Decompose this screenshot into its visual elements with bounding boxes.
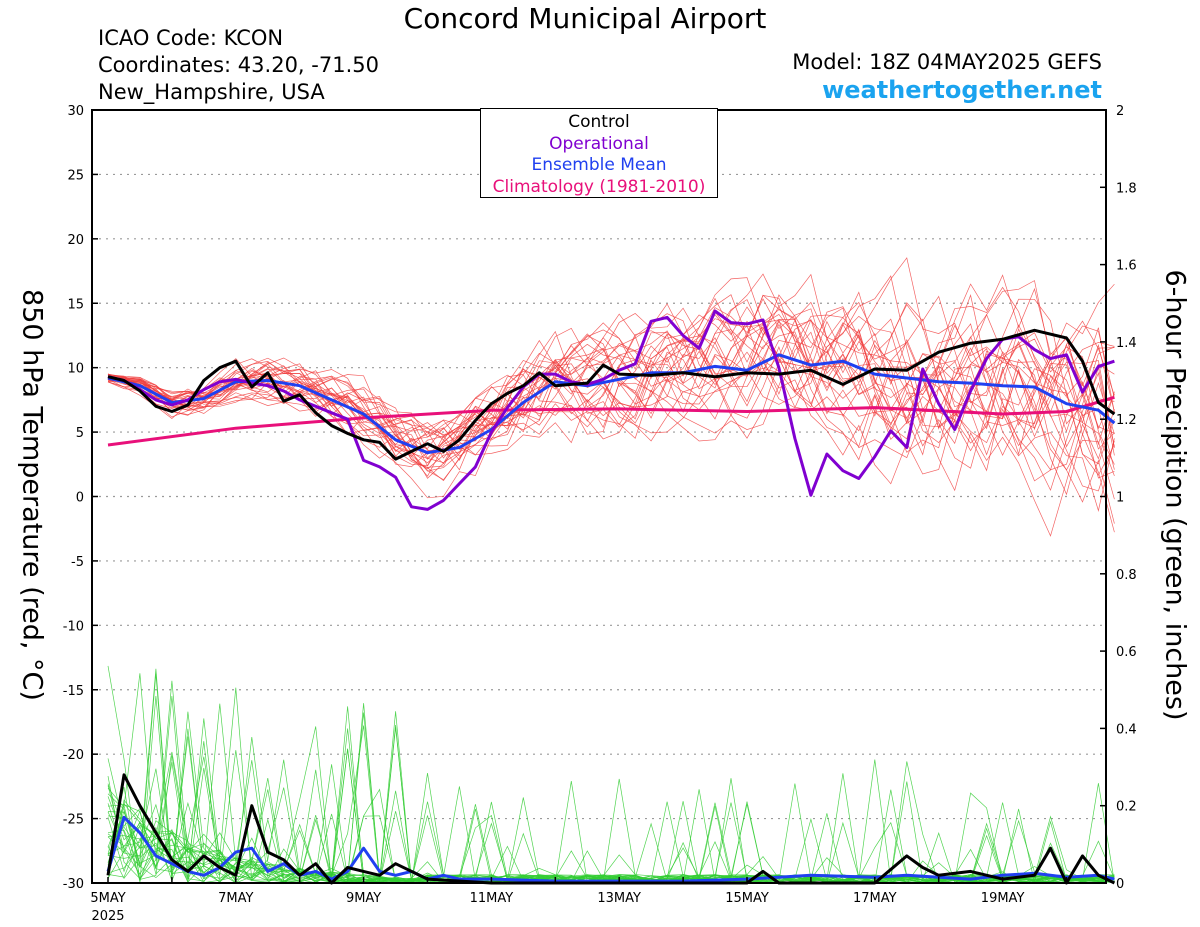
temperature-member-line <box>107 338 1115 477</box>
chart-title: Concord Municipal Airport <box>403 2 767 35</box>
precip-member-line <box>107 758 1115 884</box>
precip-member-line <box>107 673 1115 884</box>
legend-operational: Operational <box>549 133 649 154</box>
legend-control: Control <box>568 112 630 132</box>
legend-climatology: Climatology (1981-2010) <box>492 176 706 197</box>
left-tick-label: 15 <box>67 297 84 312</box>
temperature-ensemble-mean-line <box>107 353 1116 455</box>
site-link[interactable]: weathertogether.net <box>822 76 1102 104</box>
x-tick-label: 7MAY <box>218 891 253 906</box>
temperature-member-line <box>107 294 1115 482</box>
right-tick-label: 0.8 <box>1116 568 1137 583</box>
temperature-member-line <box>107 321 1115 459</box>
temperature-member-line <box>107 303 1115 471</box>
x-tick-label: 13MAY <box>597 891 641 906</box>
right-tick-label: 1.4 <box>1116 336 1137 351</box>
right-tick-label: 1.6 <box>1116 259 1137 274</box>
left-tick-label: -10 <box>63 619 84 634</box>
right-tick-label: 1.8 <box>1116 181 1137 196</box>
temperature-member-line <box>107 274 1115 466</box>
left-tick-label: 20 <box>67 233 84 248</box>
right-tick-label: 0.6 <box>1116 645 1137 660</box>
temperature-member-line <box>107 277 1115 468</box>
x-tick-label: 9MAY <box>346 891 381 906</box>
temperature-member-line <box>107 294 1115 499</box>
icao-code: ICAO Code: KCON <box>98 26 284 50</box>
left-tick-label: -15 <box>63 684 84 699</box>
precip-member-line <box>107 751 1115 884</box>
left-tick-label: 5 <box>76 426 84 441</box>
precip-member-line <box>107 711 1115 884</box>
temperature-climatology-1981-2010-line <box>107 395 1115 447</box>
left-tick-label: -25 <box>63 813 84 828</box>
right-tick-label: 2 <box>1116 104 1124 119</box>
x-tick-label: 17MAY <box>853 891 897 906</box>
precip-member-line <box>107 756 1115 884</box>
x-tick-label: 11MAY <box>470 891 514 906</box>
temperature-member-line <box>107 273 1115 512</box>
model-run: Model: 18Z 04MAY2025 GEFS <box>792 50 1102 74</box>
precip-member-line <box>107 673 1115 884</box>
precip-control-line <box>106 773 1116 885</box>
left-tick-label: 25 <box>67 168 84 183</box>
right-tick-label: 1 <box>1116 491 1124 506</box>
x-tick-label: 5MAY <box>90 891 125 906</box>
legend: Control Operational Ensemble Mean Climat… <box>480 108 718 198</box>
right-tick-label: 0.2 <box>1116 800 1137 815</box>
temperature-member-line <box>107 275 1115 455</box>
left-tick-label: 30 <box>67 104 84 119</box>
left-tick-label: -20 <box>63 748 84 763</box>
location: New_Hampshire, USA <box>98 80 325 104</box>
coordinates: Coordinates: 43.20, -71.50 <box>98 53 379 77</box>
left-tick-label: 10 <box>67 362 84 377</box>
precip-member-line <box>107 668 1115 884</box>
right-tick-label: 0 <box>1116 877 1124 892</box>
temperature-member-line <box>107 306 1115 463</box>
temperature-member-line <box>107 319 1115 482</box>
precip-member-line <box>107 695 1115 884</box>
legend-ensemble-mean: Ensemble Mean <box>531 155 667 175</box>
precip-member-line <box>107 665 1115 884</box>
temperature-member-line <box>107 340 1115 485</box>
right-tick-label: 0.4 <box>1116 722 1137 737</box>
x-tick-label: 19MAY <box>981 891 1025 906</box>
temperature-control-line <box>107 328 1116 461</box>
precip-member-line <box>107 718 1115 884</box>
precip-member-line <box>107 759 1115 884</box>
temperature-member-line <box>107 294 1115 450</box>
left-tick-label: 0 <box>76 491 84 506</box>
right-tick-label: 1.2 <box>1116 413 1137 428</box>
x-tick-label: 15MAY <box>725 891 769 906</box>
left-tick-label: -5 <box>71 555 84 570</box>
left-tick-label: -30 <box>63 877 84 892</box>
temperature-member-line <box>107 286 1115 476</box>
x-tick-sublabel: 2025 <box>91 909 124 924</box>
